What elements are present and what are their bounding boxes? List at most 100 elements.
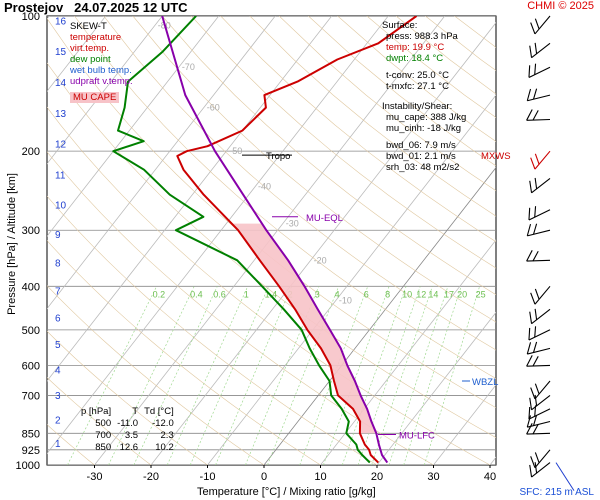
- temperature-line: [176, 16, 418, 464]
- isotherm-line: [47, 16, 389, 455]
- wind-barb-flag: [528, 207, 531, 220]
- wind-barb-shaft: [526, 364, 551, 367]
- pressure-tick-label: 200: [22, 146, 40, 158]
- pressure-tick-label: 300: [22, 225, 40, 237]
- wind-barb-flag: [526, 109, 533, 121]
- wind-barb: [528, 206, 551, 221]
- wind-barb-flag: [534, 405, 537, 417]
- wind-barb-shaft: [534, 285, 551, 305]
- bwd-06-value: bwd_06: 7.9 m/s: [386, 140, 456, 151]
- surface-temp: temp: 19.9 °C: [386, 42, 445, 53]
- wind-barb-flag: [528, 65, 531, 78]
- legend-item-dew-point: dew point: [70, 54, 111, 65]
- profile-layer: [112, 16, 418, 464]
- dry-adiabat: [47, 18, 496, 409]
- copyright: CHMI © 2025: [527, 0, 594, 12]
- pressure-tick-label: 700: [22, 390, 40, 402]
- mu-cape-badge: MU CAPE: [70, 92, 120, 103]
- isotherm-line: [489, 456, 496, 465]
- surface-header: Surface:: [382, 20, 418, 31]
- wind-barb-shaft: [528, 408, 551, 420]
- wind-barb-flag: [532, 88, 538, 100]
- wind-barb-flag: [534, 462, 538, 474]
- dry-adiabat: [47, 151, 434, 465]
- altitude-tick-label: 1: [55, 439, 61, 450]
- wind-barb-shaft: [527, 347, 551, 355]
- isotherm-label: -20: [314, 255, 327, 265]
- isotherm-line: [207, 94, 496, 465]
- altitude-tick-label: 14: [55, 78, 67, 89]
- wind-barb-shaft: [531, 308, 551, 325]
- pressure-tick-label: 500: [22, 325, 40, 337]
- wind-barb-shaft: [531, 462, 551, 478]
- dry-adiabat: [161, 16, 496, 296]
- mixing-ratio-label: 0.2: [153, 289, 166, 299]
- wind-barb-flag: [526, 250, 533, 262]
- wind-barb-flag: [534, 42, 538, 55]
- x-tick-label: 20: [371, 471, 383, 483]
- mixing-ratio-line: [108, 286, 195, 465]
- mixing-ratio-label: 17: [444, 289, 454, 299]
- wind-barb-shaft: [526, 118, 551, 121]
- isotherm-line: [47, 16, 220, 237]
- legend-item-virt-temp: virt.temp.: [70, 43, 110, 54]
- wind-barb-flag: [534, 153, 540, 165]
- dry-adiabat: [47, 424, 95, 465]
- isotherm-label: -50: [229, 146, 242, 156]
- grid-layer: 0.20.40.611.423468101214172025-80-70-60-…: [47, 16, 600, 465]
- isotherm-line: [320, 239, 496, 465]
- mixing-ratio-line: [357, 286, 421, 465]
- wind-barb-flag: [526, 342, 532, 355]
- table-cell: 500: [95, 418, 112, 429]
- wind-barb: [530, 15, 551, 35]
- isotherm-label: -40: [258, 182, 271, 192]
- levels-table: p [hPa] T Td [°C] 500 -11.0 -12.0 700 3.…: [78, 406, 177, 454]
- mixing-ratio-line: [403, 286, 462, 465]
- wind-barb-flag: [534, 177, 538, 190]
- mixing-ratio-label: 0.6: [213, 289, 226, 299]
- table-header: T: [132, 406, 139, 417]
- wind-barb-flag: [534, 206, 537, 218]
- wind-barb-flag: [530, 292, 536, 305]
- table-row: 700 3.5 2.3: [78, 430, 177, 442]
- wind-barb-flag: [526, 88, 532, 101]
- wind-barb-flag: [529, 45, 533, 58]
- wind-barb-flag: [529, 397, 533, 410]
- legend: SKEW-T temperature virt.temp. dew point …: [70, 21, 133, 103]
- wind-barb-flag: [532, 341, 538, 353]
- wind-barb: [526, 223, 551, 237]
- wind-barb-flag: [526, 223, 532, 237]
- wind-barb: [526, 355, 551, 367]
- mixing-ratio-line: [423, 286, 480, 465]
- mixing-ratio-label: 1: [244, 289, 249, 299]
- surface-tmxfc: t-mxfc: 27.1 °C: [386, 81, 449, 92]
- isotherm-line: [547, 16, 600, 465]
- mu-cinh-value: mu_cinh: -18 J/kg: [386, 123, 461, 134]
- table-cell: -11.0: [117, 418, 139, 429]
- wind-barb-flag: [532, 414, 538, 426]
- wind-barb-flag: [530, 456, 536, 468]
- mixing-ratio-line: [133, 286, 218, 465]
- wind-barb-shaft: [534, 380, 551, 400]
- wind-barb-flag: [532, 356, 539, 367]
- mixing-ratio-label: 6: [364, 289, 369, 299]
- legend-item-updraft: udpraft v.temp.: [70, 76, 133, 87]
- mixing-ratio-label: 20: [457, 289, 467, 299]
- pressure-tick-label: 850: [22, 428, 40, 440]
- dry-adiabat: [249, 16, 496, 217]
- isotherm-label: -10: [339, 295, 352, 305]
- altitude-tick-label: 6: [55, 314, 61, 325]
- mixing-ratio-line: [371, 286, 433, 465]
- dry-adiabat: [220, 16, 496, 243]
- instability-header: Instability/Shear:: [382, 101, 453, 112]
- sfc-label: SFC: 215 m ASL: [519, 487, 594, 498]
- mixing-ratio-line: [267, 286, 340, 465]
- mu-lfc-label: MU-LFC: [399, 430, 435, 441]
- wind-barb-shaft: [531, 394, 551, 411]
- wind-barb-shaft: [528, 209, 551, 221]
- wind-barb-flag: [529, 464, 533, 478]
- wind-barb-flag: [534, 63, 537, 75]
- wind-barb: [526, 250, 551, 262]
- isotherm-line: [47, 16, 107, 92]
- mxws-label: MXWS: [481, 151, 511, 162]
